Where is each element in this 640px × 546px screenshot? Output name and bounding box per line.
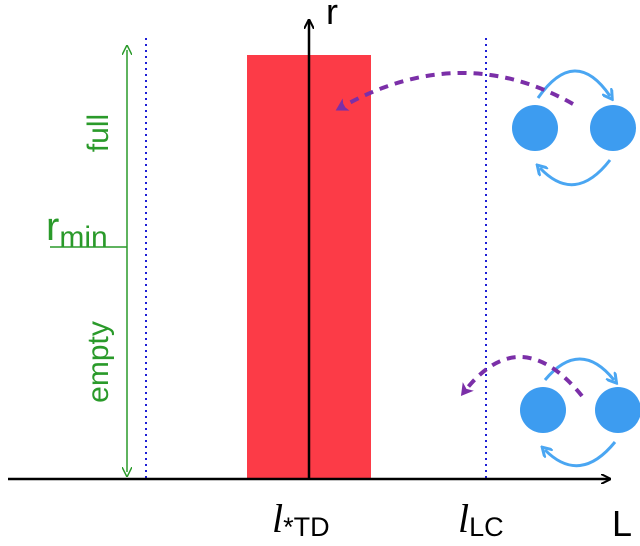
l-lc-sub: LC bbox=[469, 512, 504, 542]
lower-binary bbox=[520, 357, 640, 468]
upper-binary-left-star bbox=[512, 105, 558, 151]
upper-binary-top-arrow bbox=[536, 69, 610, 98]
lower-binary-top-arrow bbox=[543, 357, 614, 380]
upper-binary-right-star bbox=[590, 105, 636, 151]
lower-binary-bottom-arrow bbox=[545, 441, 617, 468]
l-lc-label: lLC bbox=[458, 496, 504, 542]
empty-label: empty bbox=[82, 321, 115, 403]
upper-migration-arrow bbox=[335, 70, 574, 111]
upper-binary bbox=[512, 69, 636, 186]
full-label: full bbox=[82, 114, 115, 152]
upper-binary-bottom-arrow bbox=[540, 159, 612, 186]
lower-binary-left-star bbox=[520, 387, 566, 433]
y-axis-label: r bbox=[326, 0, 338, 32]
l-lc-main: l bbox=[458, 496, 469, 541]
l-td-label: l*TD bbox=[272, 496, 330, 542]
r-min-label: rmin bbox=[46, 205, 108, 254]
x-axis-label: L bbox=[612, 503, 632, 544]
l-td-main: l bbox=[272, 496, 283, 541]
lower-migration-arrow bbox=[460, 355, 584, 398]
l-td-sub: *TD bbox=[283, 512, 330, 542]
r-min-sub: min bbox=[59, 221, 107, 254]
r-min-main: r bbox=[46, 205, 59, 249]
lower-binary-right-star bbox=[595, 387, 640, 433]
